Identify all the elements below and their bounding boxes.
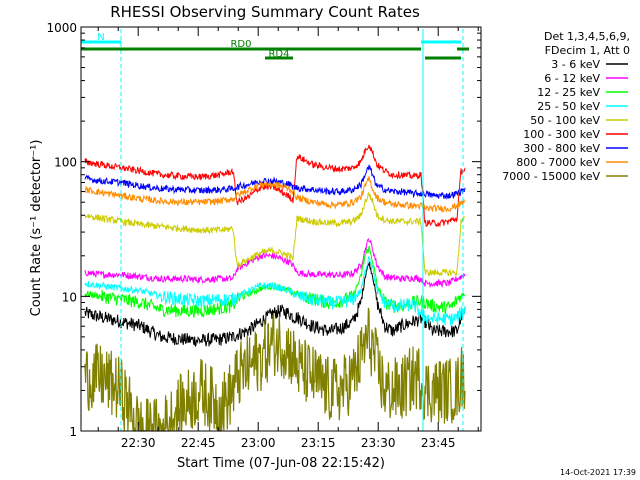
legend-label-6: 100 - 300 keV xyxy=(523,128,600,141)
chart-title: RHESSI Observing Summary Count Rates xyxy=(110,3,420,21)
flag-label-1: N xyxy=(97,32,104,43)
x-tick-label-3: 23:00 xyxy=(241,436,276,450)
series-line-5 xyxy=(84,192,466,277)
flag-label-3: RD4 xyxy=(268,49,289,60)
plot-axes: 1 10 100 1000 22:30 22:45 23:00 23:15 23:30 23:45 xyxy=(46,21,482,450)
series-line-7 xyxy=(84,164,466,200)
x-tick-label-5: 23:30 xyxy=(361,436,396,450)
plot-frame xyxy=(80,26,482,432)
x-tick-label-1: 22:30 xyxy=(121,436,156,450)
legend-label-1: 3 - 6 keV xyxy=(551,58,600,71)
x-axis-label: Start Time (07-Jun-08 22:15:42) xyxy=(177,456,385,471)
series-line-8 xyxy=(84,176,466,213)
y-tick-label-4: 1000 xyxy=(46,21,77,35)
x-tick-label-2: 22:45 xyxy=(181,436,216,450)
legend-label-2: 6 - 12 keV xyxy=(544,72,600,85)
x-tick-label-4: 23:15 xyxy=(301,436,336,450)
series-line-9 xyxy=(84,307,466,432)
series-line-2 xyxy=(84,238,466,289)
timestamp: 14-Oct-2021 17:39 xyxy=(560,468,636,477)
y-tick-label-2: 10 xyxy=(62,290,77,304)
legend-label-9: 7000 - 15000 keV xyxy=(502,170,600,183)
y-tick-label-1: 1 xyxy=(69,425,77,439)
info-line-2: FDecim 1, Att 0 xyxy=(545,44,630,57)
legend-label-8: 800 - 7000 keV xyxy=(516,156,600,169)
flag-label-2: RD0 xyxy=(230,39,251,50)
y-tick-label-3: 100 xyxy=(54,156,77,170)
legend-label-7: 300 - 800 keV xyxy=(523,142,600,155)
plot-series xyxy=(84,144,466,432)
legend-label-3: 12 - 25 keV xyxy=(537,86,600,99)
x-tick-label-6: 23:45 xyxy=(421,436,456,450)
series-line-4 xyxy=(84,256,466,326)
info-line-1: Det 1,3,4,5,6,9, xyxy=(544,30,630,43)
legend-label-4: 25 - 50 keV xyxy=(537,100,600,113)
y-axis-label: Count Rate (s⁻¹ detector⁻¹) xyxy=(29,140,44,317)
legend-label-5: 50 - 100 keV xyxy=(530,114,600,127)
series-line-1 xyxy=(84,261,466,347)
